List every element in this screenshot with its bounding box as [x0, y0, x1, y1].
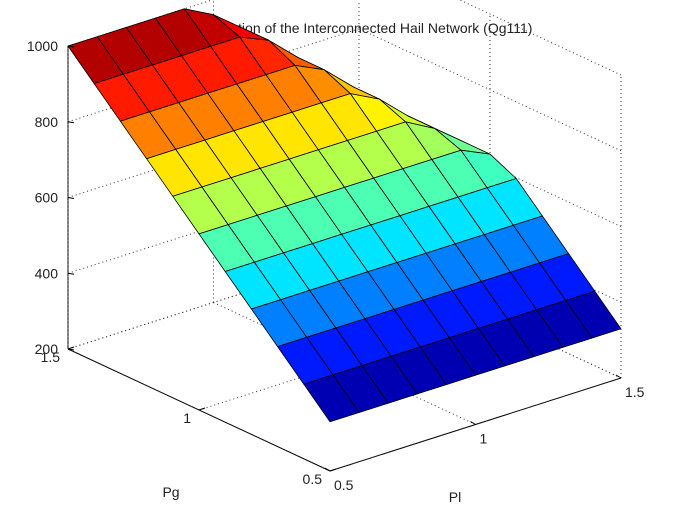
z-tick-mark	[67, 272, 75, 275]
pl-tick-mark	[615, 374, 622, 379]
z-tick-mark	[67, 121, 75, 124]
pg-tick-mark	[329, 468, 337, 472]
surface	[67, 8, 622, 423]
pg-tick-mark	[67, 346, 75, 350]
pl-tick-label: 1	[480, 431, 488, 447]
pg-tick-label: 1.5	[41, 349, 61, 365]
pl-tick-mark	[324, 467, 331, 472]
x-axis-label: Pl	[449, 489, 461, 505]
z-tick-label: 600	[35, 190, 59, 206]
pg-tick-label: 0.5	[303, 471, 323, 487]
grid-line	[458, 0, 622, 76]
y-axis-label: Pg	[162, 484, 179, 500]
pl-tick-label: 0.5	[334, 477, 354, 493]
z-tick-mark	[67, 45, 75, 48]
pg-tick-label: 1	[183, 410, 191, 426]
z-tick-label: 1000	[27, 38, 58, 54]
pl-tick-label: 1.5	[625, 384, 645, 400]
grid-line	[67, 255, 360, 350]
z-tick-label: 200	[35, 341, 59, 357]
grid-line	[358, 28, 622, 152]
z-tick-label: 800	[35, 114, 59, 130]
z-tick-label: 400	[35, 265, 59, 281]
surface-patch	[303, 374, 360, 423]
pg-tick-mark	[198, 407, 206, 411]
pl-tick-mark	[470, 421, 476, 425]
tick-labels: 200 400 600 800 1000 0.5 1 1.5 0.5 1 1.5	[27, 38, 645, 493]
z-tick-mark	[67, 197, 75, 199]
